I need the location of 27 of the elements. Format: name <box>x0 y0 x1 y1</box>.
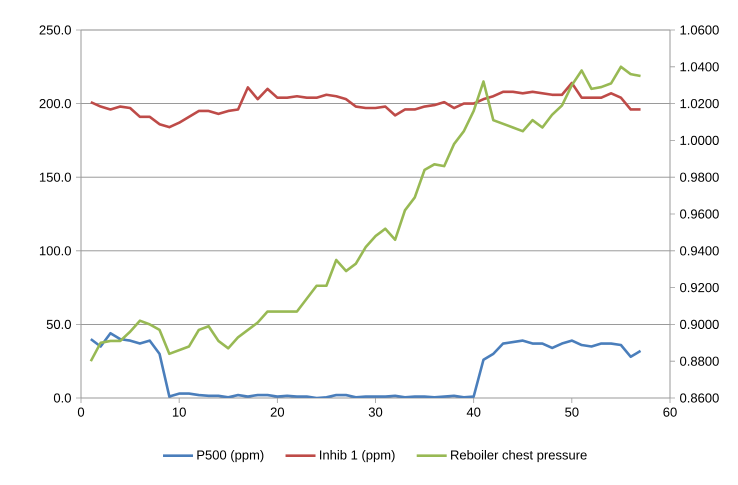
x-tick-label: 60 <box>663 408 677 417</box>
x-tick-label: 50 <box>565 408 579 417</box>
legend-label: Inhib 1 (ppm) <box>320 450 395 462</box>
x-tick-label: 20 <box>270 408 284 417</box>
x-tick-label: 10 <box>172 408 186 417</box>
x-tick-label: 30 <box>368 408 382 417</box>
y2-tick-label: 0.9600 <box>680 209 719 219</box>
y-tick-label: 50.0 <box>46 320 71 329</box>
x-tick-label: 0 <box>78 408 84 417</box>
y2-tick-label: 1.0600 <box>680 25 719 35</box>
y2-tick-label: 1.0400 <box>680 62 719 72</box>
y2-tick-label: 1.0200 <box>680 98 719 108</box>
legend-label: Reboiler chest pressure <box>451 450 587 462</box>
y2-tick-label: 0.9000 <box>680 320 719 329</box>
y-tick-label: 0.0 <box>54 393 71 403</box>
y2-tick-label: 0.9400 <box>680 246 719 256</box>
x-tick-label: 40 <box>466 408 480 417</box>
y-tick-label: 200.0 <box>40 98 71 108</box>
y-tick-label: 150.0 <box>40 172 71 182</box>
y-tick-label: 100.0 <box>40 246 71 256</box>
y-tick-label: 250.0 <box>40 25 71 35</box>
legend-label: P500 (ppm) <box>197 450 264 462</box>
y2-tick-label: 0.8800 <box>680 356 719 366</box>
y2-tick-label: 0.9800 <box>680 172 719 182</box>
y2-tick-label: 0.8600 <box>680 393 719 403</box>
y2-tick-label: 1.0000 <box>680 136 719 145</box>
y2-tick-label: 0.9200 <box>680 282 719 292</box>
